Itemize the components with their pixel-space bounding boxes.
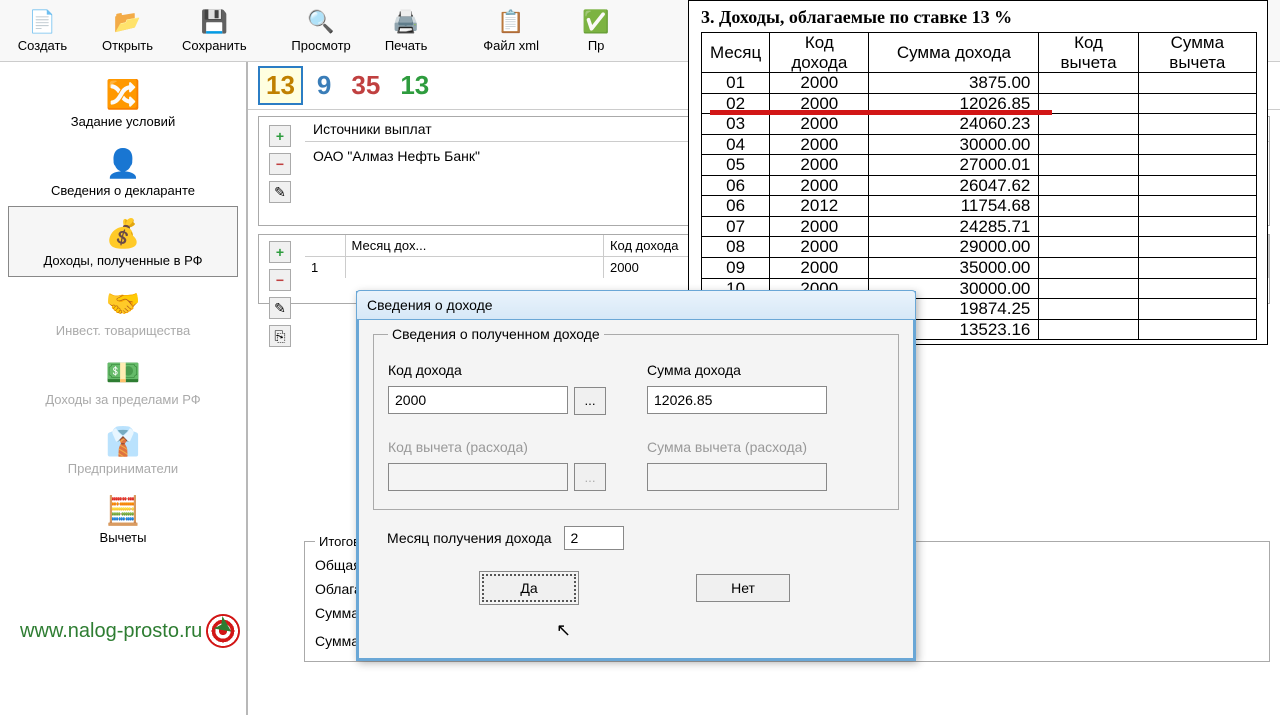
code-input[interactable]: [388, 386, 568, 414]
ref-col-dcode: Код вычета: [1039, 33, 1138, 73]
ref-col-sum: Сумма дохода: [869, 33, 1039, 73]
row-idx: 1: [305, 257, 345, 279]
edit-source-button[interactable]: ✎: [269, 181, 291, 203]
no-button[interactable]: Нет: [696, 574, 790, 602]
tab-rate-35[interactable]: 35: [345, 68, 386, 103]
save-button[interactable]: 💾 Сохранить: [170, 0, 259, 61]
person-icon: 👤: [103, 145, 143, 181]
watermark-text: www.nalog-prosto.ru: [20, 620, 202, 643]
ref-row: 05200027000.01: [702, 155, 1257, 176]
watermark: ➤ www.nalog-prosto.ru: [20, 614, 240, 648]
tab-rate-13b[interactable]: 13: [394, 68, 435, 103]
check-label: Пр: [588, 38, 605, 53]
add-income-button[interactable]: +: [269, 241, 291, 263]
ref-col-month: Месяц: [702, 33, 770, 73]
check-button[interactable]: ✅ Пр: [554, 0, 639, 61]
ref-row: 09200035000.00: [702, 258, 1257, 279]
dialog-group-legend: Сведения о полученном доходе: [388, 326, 604, 342]
tree-icon: 🔀: [103, 76, 143, 112]
save-label: Сохранить: [182, 38, 247, 53]
print-button[interactable]: 🖨️ Печать: [364, 0, 449, 61]
ded-sum-label: Сумма вычета (расхода): [647, 439, 884, 455]
income-rf-label: Доходы, полученные в РФ: [43, 253, 202, 268]
check-icon: ✅: [582, 8, 610, 36]
deductions-label: Вычеты: [100, 530, 147, 545]
preview-button[interactable]: 🔍 Просмотр: [279, 0, 364, 61]
income-dialog: Сведения о доходе Сведения о полученном …: [356, 291, 916, 661]
ref-row: 03200024060.23: [702, 114, 1257, 135]
ref-title: 3. Доходы, облагаемые по ставке 13 %: [701, 7, 1257, 28]
sum-input[interactable]: [647, 386, 827, 414]
ded-sum-input: [647, 463, 827, 491]
ref-col-dsum: Сумма вычета: [1138, 33, 1256, 73]
preview-icon: 🔍: [307, 8, 335, 36]
print-label: Печать: [385, 38, 428, 53]
sidebar-item-income-rf[interactable]: 💰 Доходы, полученные в РФ: [8, 206, 238, 277]
ded-code-input: [388, 463, 568, 491]
tab-rate-13[interactable]: 13: [258, 66, 303, 105]
add-source-button[interactable]: +: [269, 125, 291, 147]
dialog-title: Сведения о доходе: [356, 290, 916, 320]
sum-label: Сумма дохода: [647, 362, 884, 378]
sidebar-item-invest[interactable]: 🤝 Инвест. товарищества: [0, 277, 246, 346]
red-underline: [710, 110, 1052, 115]
printer-icon: 🖨️: [392, 8, 420, 36]
invest-label: Инвест. товарищества: [56, 323, 191, 338]
sidebar-item-income-abroad[interactable]: 💵 Доходы за пределами РФ: [0, 346, 246, 415]
create-label: Создать: [18, 38, 67, 53]
calculator-icon: 🧮: [103, 492, 143, 528]
handshake-icon: 🤝: [103, 285, 143, 321]
sidebar-item-conditions[interactable]: 🔀 Задание условий: [0, 68, 246, 137]
briefcase-icon: 👔: [103, 423, 143, 459]
ref-row: 06200026047.62: [702, 175, 1257, 196]
col-month[interactable]: Месяц дох...: [345, 235, 603, 257]
preview-label: Просмотр: [291, 38, 350, 53]
edit-income-button[interactable]: ✎: [269, 297, 291, 319]
xml-icon: 📋: [497, 8, 525, 36]
ref-row: 08200029000.00: [702, 237, 1257, 258]
dialog-group: Сведения о полученном доходе Код дохода …: [373, 326, 899, 510]
code-lookup-button[interactable]: ...: [574, 387, 606, 415]
open-label: Открыть: [102, 38, 153, 53]
remove-income-button[interactable]: −: [269, 269, 291, 291]
month-label: Месяц получения дохода: [387, 530, 552, 546]
filexml-button[interactable]: 📋 Файл xml: [469, 0, 554, 61]
ded-code-label: Код вычета (расхода): [388, 439, 625, 455]
sidebar-item-deductions[interactable]: 🧮 Вычеты: [0, 484, 246, 553]
ref-row: 0120003875.00: [702, 73, 1257, 94]
coins-icon: 💰: [103, 215, 143, 251]
ref-row: 07200024285.71: [702, 216, 1257, 237]
month-input[interactable]: [564, 526, 624, 550]
remove-source-button[interactable]: −: [269, 153, 291, 175]
tab-rate-9[interactable]: 9: [311, 68, 337, 103]
income-abroad-label: Доходы за пределами РФ: [45, 392, 200, 407]
sidebar-item-entrepreneurs[interactable]: 👔 Предприниматели: [0, 415, 246, 484]
file-new-icon: 📄: [29, 8, 57, 36]
yes-button[interactable]: Да: [482, 574, 576, 602]
declarant-label: Сведения о декларанте: [51, 183, 195, 198]
ded-code-lookup-button: ...: [574, 463, 606, 491]
create-button[interactable]: 📄 Создать: [0, 0, 85, 61]
sidebar-item-declarant[interactable]: 👤 Сведения о декларанте: [0, 137, 246, 206]
save-icon: 💾: [200, 8, 228, 36]
copy-income-button[interactable]: ⎘: [269, 325, 291, 347]
moneybag-icon: 💵: [103, 354, 143, 390]
open-button[interactable]: 📂 Открыть: [85, 0, 170, 61]
ref-row: 06201211754.68: [702, 196, 1257, 217]
folder-open-icon: 📂: [114, 8, 142, 36]
conditions-label: Задание условий: [71, 114, 175, 129]
filexml-label: Файл xml: [483, 38, 539, 53]
entrepreneurs-label: Предприниматели: [68, 461, 178, 476]
ref-row: 04200030000.00: [702, 134, 1257, 155]
ref-col-code: Код дохода: [770, 33, 869, 73]
code-label: Код дохода: [388, 362, 625, 378]
